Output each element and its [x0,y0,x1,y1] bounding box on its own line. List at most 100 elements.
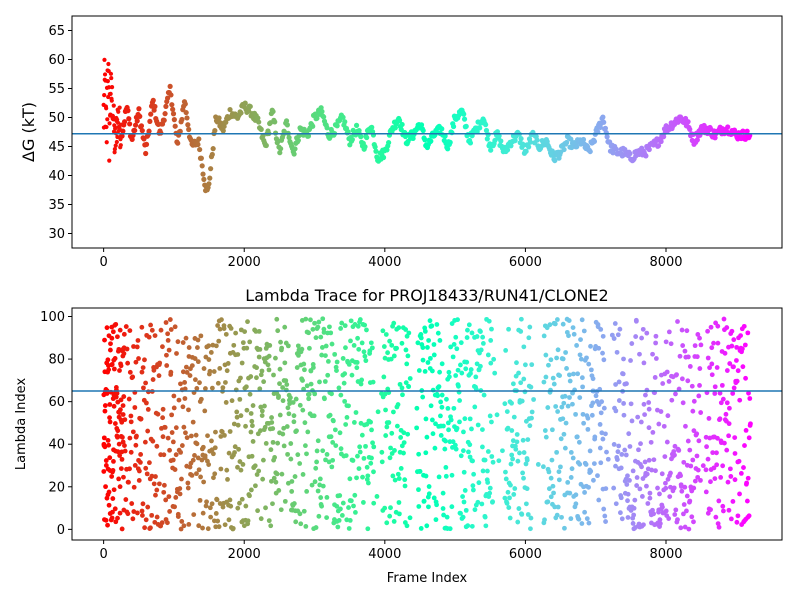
lambda-point [745,330,751,336]
lambda-point [502,401,508,407]
dg-point [442,133,448,139]
lambda-point [519,398,525,404]
lambda-point [224,467,230,473]
lambda-point [418,332,424,337]
lambda-point [506,505,512,510]
lambda-point [712,476,718,481]
lambda-point [170,439,176,445]
lambda-point [337,493,343,498]
dg-point [658,138,664,145]
lambda-point [747,396,753,401]
lambda-point [519,511,525,517]
dg-point [227,106,233,113]
lambda-point [548,494,554,500]
lambda-point [503,476,509,482]
dg-point [418,122,425,128]
lambda-point [398,466,404,471]
lambda-point [102,337,107,343]
dg-point [270,108,276,115]
lambda-point [458,510,463,516]
lambda-point [738,333,743,339]
dg-point [106,61,111,67]
lambda-point [653,468,658,474]
lambda-point [143,517,149,523]
lambda-point [674,372,679,378]
lambda-point [388,445,393,451]
lambda-point [440,423,446,429]
lambda-point [182,386,188,392]
lambda-point [644,483,649,489]
lambda-point [318,495,324,500]
lambda-point [383,407,388,413]
dg-point [109,75,114,81]
lambda-point [714,462,720,468]
lambda-point [734,358,739,363]
dg-x-tick-label: 2000 [228,255,261,270]
lambda-point [306,330,311,336]
lambda-point [458,340,464,346]
dg-point [201,176,207,182]
lambda-point [341,380,347,386]
lambda-point [625,473,630,479]
lambda-point [319,503,325,509]
lambda-point [546,362,551,368]
dg-point [242,100,248,106]
lambda-point [131,484,137,490]
lambda-point [138,452,144,457]
dg-point [561,146,567,153]
lambda-point [278,507,284,513]
lambda-x-tick-label: 8000 [649,547,682,562]
lambda-point [714,365,720,370]
lambda-point [603,486,609,491]
lambda-point [151,367,157,373]
lambda-point [549,427,555,433]
lambda-point [119,434,125,440]
lambda-point [388,356,394,362]
lambda-point [429,417,435,423]
lambda-point [142,439,148,445]
lambda-point [625,498,630,504]
lambda-point [521,344,527,350]
lambda-point [425,360,431,365]
lambda-point [434,322,440,327]
lambda-point [185,480,191,486]
lambda-point [270,439,276,445]
lambda-point [289,489,295,494]
lambda-point [323,353,328,358]
lambda-point [562,445,568,451]
lambda-point [203,386,208,391]
lambda-point [528,515,534,521]
lambda-point [463,366,469,372]
lambda-y-tick-label: 20 [48,480,65,495]
lambda-point [723,411,729,417]
lambda-point [734,519,740,525]
lambda-point [516,370,521,376]
lambda-point [420,394,426,400]
lambda-point [321,330,327,335]
lambda-point [555,504,561,510]
lambda-point [300,472,306,477]
lambda-point [387,513,393,519]
lambda-point [406,384,412,390]
lambda-point [644,471,650,477]
dg-point [447,139,453,145]
dg-point [108,71,114,76]
lambda-point [664,369,670,375]
lambda-point [554,512,560,518]
dg-point [353,122,360,128]
lambda-point [141,385,146,391]
lambda-point [330,439,336,445]
lambda-point [500,448,505,454]
lambda-point [303,524,309,529]
lambda-point [579,521,585,526]
lambda-point [154,514,160,520]
lambda-point [631,505,637,511]
lambda-point [301,508,307,514]
lambda-point [336,385,342,391]
lambda-point [465,523,471,529]
lambda-point [164,363,170,368]
lambda-point [120,412,126,417]
lambda-point [399,340,405,346]
lambda-point [136,468,142,474]
dg-point [143,150,149,157]
